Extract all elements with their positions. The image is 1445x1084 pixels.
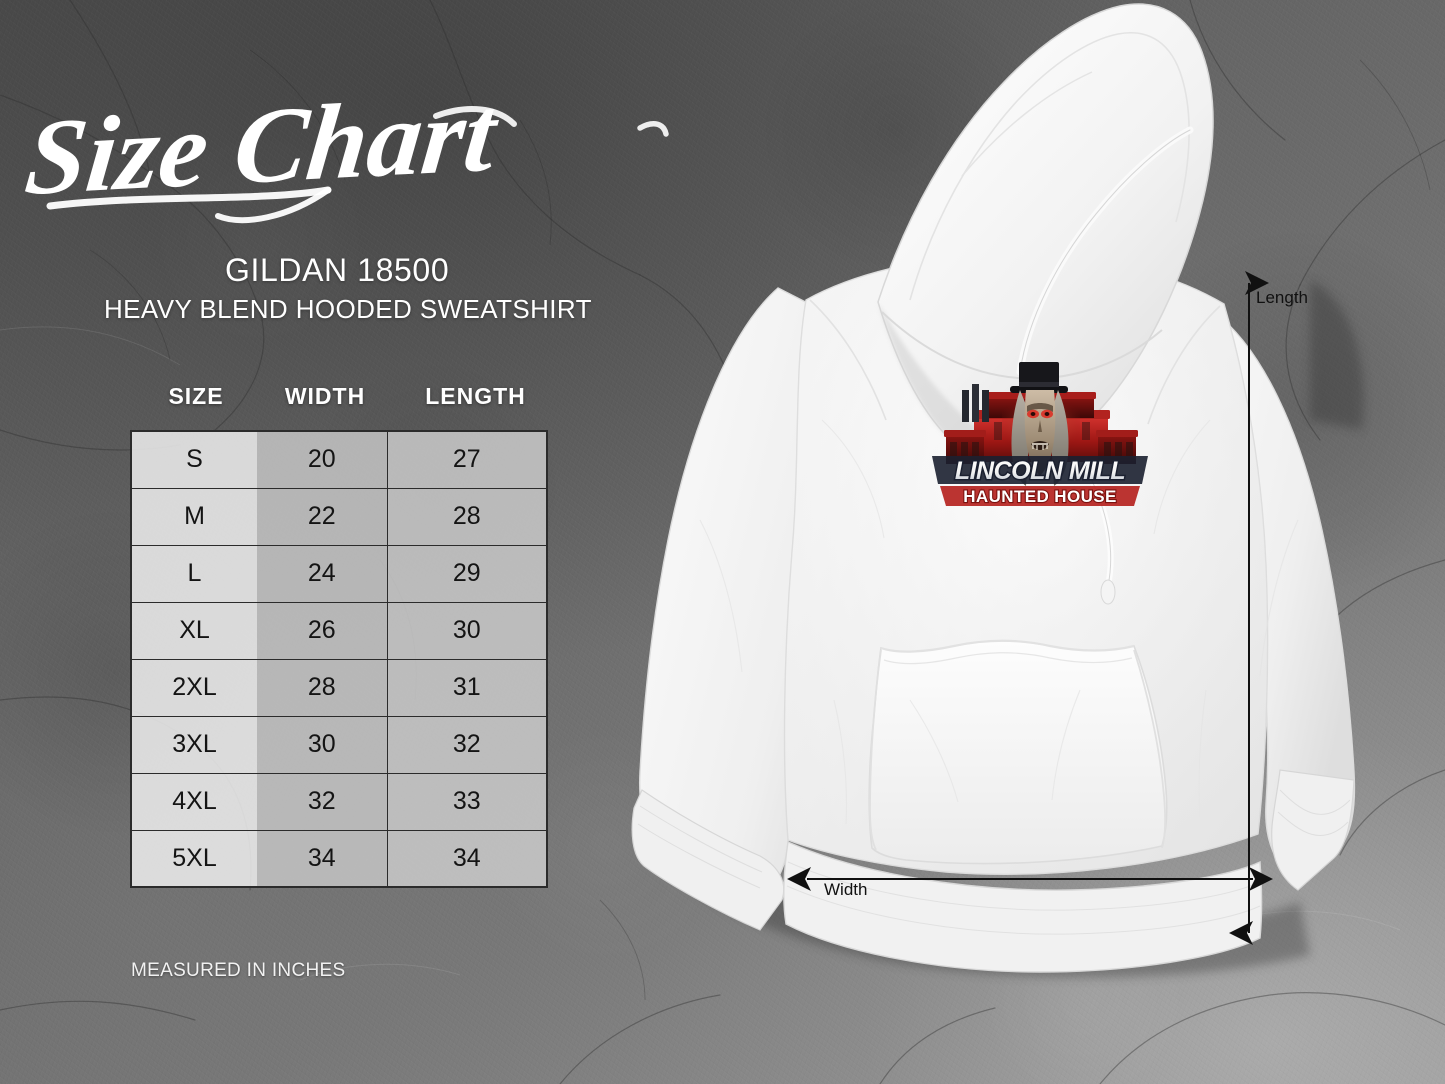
table-header-row: SIZE WIDTH LENGTH [130,383,546,413]
hoodie-hood-top-seam [961,71,1093,177]
hoodie-hood-inner-fold [909,32,1190,301]
cell-size: 3XL [130,715,257,774]
cell-size: XL [130,601,257,660]
page-title: Size Chart [20,73,669,228]
hoodie-product-image [610,0,1445,1000]
table-row: 3XL 30 32 [130,715,548,774]
chest-logo-print: LINCOLN MILL HAUNTED HOUSE [928,360,1152,508]
hoodie-left-cuff-rib [637,805,763,889]
hoodie-right-cuff [1271,769,1355,891]
hoodie-pocket-left-opening [869,649,882,851]
cell-length: 28 [386,487,548,546]
cell-width: 22 [257,487,388,546]
column-header-size: SIZE [168,383,224,409]
hoodie-pocket [868,639,1168,865]
logo-text-backdrop [932,456,1148,484]
table-row: S 20 27 [130,430,548,489]
logo-line2: HAUNTED HOUSE [963,487,1117,506]
cell-length: 27 [386,430,548,489]
drawstring-tip [1100,579,1116,605]
cell-size: S [130,430,257,489]
logo-line1: LINCOLN MILL [955,457,1125,485]
product-description: HEAVY BLEND HOODED SWEATSHIRT [104,294,592,324]
cell-size: 5XL [130,829,257,888]
size-chart-table-body: S 20 27 M 22 28 L 24 29 XL 26 30 2XL 28 [130,430,548,888]
hoodie-pocket-top-seam-2 [883,652,1133,665]
cell-width: 26 [257,601,388,660]
table-row: 2XL 28 31 [130,658,548,717]
table-row: 4XL 32 33 [130,772,548,831]
hoodie-right-cuff-rib [1277,789,1351,836]
table-row: M 22 28 [130,487,548,546]
cell-length: 34 [386,829,548,888]
cell-width: 32 [257,772,388,831]
units-note: MEASURED IN INCHES [131,960,346,981]
cell-length: 31 [386,658,548,717]
brand-model: GILDAN 18500 [225,252,450,288]
table-row: XL 26 30 [130,601,548,660]
cell-size: 2XL [130,658,257,717]
hoodie-hood-shadow [878,302,1110,463]
cell-width: 24 [257,544,388,603]
cell-width: 30 [257,715,388,774]
column-header-width: WIDTH [284,383,366,409]
cell-length: 32 [386,715,548,774]
cell-length: 33 [386,772,548,831]
cell-size: L [130,544,257,603]
cell-width: 20 [257,430,388,489]
hoodie-shoulder-seams [809,299,1221,425]
cell-size: M [130,487,257,546]
cell-length: 30 [386,601,548,660]
cell-width: 34 [257,829,388,888]
cell-length: 29 [386,544,548,603]
table-row: L 24 29 [130,544,548,603]
cell-size: 4XL [130,772,257,831]
hoodie-neckline [881,311,1163,380]
column-header-length: LENGTH [425,383,526,409]
hoodie-pocket-right-opening [1133,649,1166,849]
hoodie-pocket-top-seam [880,639,1135,653]
logo-banner [940,486,1140,506]
table-row: 5XL 34 34 [130,829,548,888]
cell-width: 28 [257,658,388,717]
size-chart-table: S 20 27 M 22 28 L 24 29 XL 26 30 2XL 28 [130,430,548,888]
